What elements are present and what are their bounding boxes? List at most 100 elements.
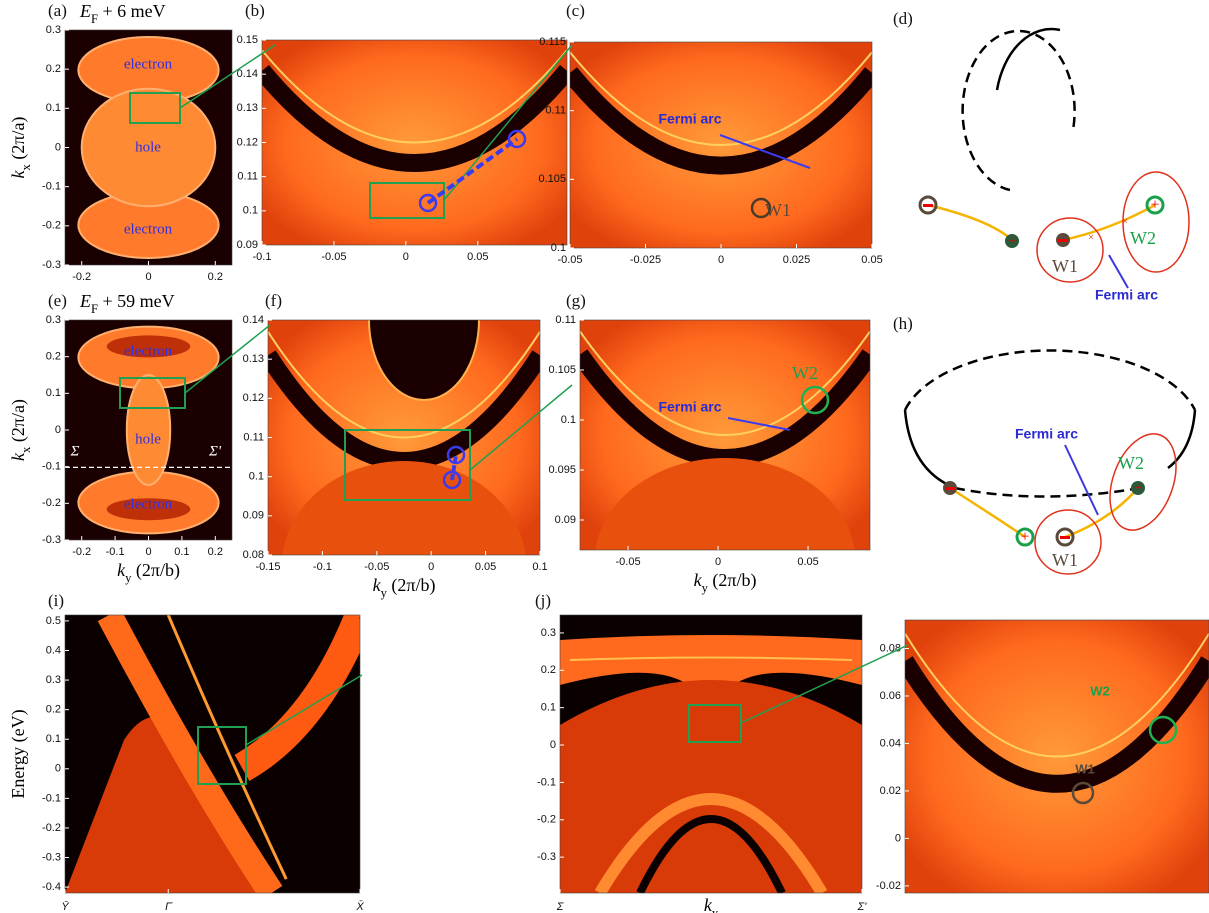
heat: [363, 615, 455, 893]
x-tick-label: 0.2: [208, 271, 223, 283]
panel-label: (e): [48, 291, 67, 310]
y-tick-label: 0.08: [243, 549, 264, 561]
y-axis-label: Energy (eV): [8, 709, 29, 798]
y-tick-label: 0.1: [46, 387, 61, 399]
solid-arc: [905, 410, 955, 488]
cross: ×: [1088, 232, 1094, 244]
annotation: Σ': [208, 443, 222, 459]
x-tick-label: -0.05: [616, 556, 641, 568]
x-tick-label: 0: [145, 546, 151, 558]
y-tick-label: -0.1: [537, 776, 556, 788]
x-tick-label: Σ: [556, 901, 564, 913]
x-tick-label: Ȳ: [61, 901, 69, 913]
dashed-arc: [955, 488, 1140, 497]
y-tick-label: 0.11: [545, 105, 566, 117]
x-tick-label: 0.05: [797, 556, 818, 568]
annotation: Fermi arc: [658, 111, 721, 127]
y-tick-label: 0.115: [539, 36, 566, 48]
plus: +: [1020, 529, 1029, 546]
y-tick-label: 0.14: [243, 314, 264, 326]
minus: [1058, 239, 1068, 242]
x-tick-label: 0.1: [532, 561, 547, 573]
y-tick-label: -0.3: [42, 534, 61, 546]
minus: [945, 487, 955, 490]
heatmap: [65, 615, 455, 893]
y-tick-label: 0: [55, 141, 61, 153]
x-tick-label: -0.1: [106, 546, 125, 558]
y-tick-label: 0.3: [46, 24, 61, 36]
oval: [1098, 425, 1189, 539]
y-tick-label: 0.2: [46, 704, 61, 716]
panel-label: (c): [566, 1, 585, 20]
w-label: W1: [1052, 550, 1078, 570]
annotation: W2: [1090, 683, 1110, 698]
x-tick-label: -0.05: [557, 254, 582, 266]
panel-title-part: + 6 meV: [98, 1, 166, 21]
y-tick-label: -0.1: [42, 792, 61, 804]
x-tick-label: -0.05: [321, 251, 346, 263]
x-tick-label: -0.1: [313, 561, 332, 573]
y-tick-label: 0.105: [548, 364, 576, 376]
y-tick-label: 0.14: [237, 68, 258, 80]
x-tick-label: 0: [428, 561, 434, 573]
diagram-d: (d) + + × × W1 W2 Fermi arc: [893, 9, 1189, 303]
y-tick-label: 0.1: [541, 702, 556, 714]
y-tick-label: 0.1: [551, 242, 566, 254]
y-tick-label: 0.3: [541, 627, 556, 639]
y-axis-label: kx (2π/a): [8, 117, 33, 179]
minus: [1060, 536, 1070, 539]
y-tick-label: 0.13: [243, 353, 264, 365]
panel-label: (h): [893, 314, 913, 333]
x-tick-label: -0.1: [253, 251, 272, 263]
annotation: electron: [124, 56, 173, 72]
y-tick-label: 0: [550, 739, 556, 751]
panel-label: (i): [48, 591, 64, 610]
panel-label: (g): [566, 291, 586, 310]
y-tick-label: 0.11: [243, 431, 264, 443]
y-tick-label: 0.1: [46, 102, 61, 114]
y-tick-label: 0.1: [561, 414, 576, 426]
y-tick-label: 0.2: [541, 664, 556, 676]
y-tick-label: 0.02: [880, 785, 901, 797]
y-tick-label: -0.2: [42, 497, 61, 509]
x-tick-label: -0.025: [630, 254, 661, 266]
x-tick-label: Γ̄: [165, 901, 173, 913]
y-axis-label-part: (2π/a): [8, 117, 29, 165]
plus: +: [1134, 481, 1142, 496]
w-label: W2: [1130, 228, 1156, 248]
panel-title: EF + 59 meV: [79, 291, 175, 316]
plus: +: [1008, 234, 1016, 249]
x-axis-label: ky: [704, 895, 719, 913]
solid-arc: [1168, 410, 1195, 468]
dashed-arc: [905, 350, 1195, 410]
y-tick-label: 0.11: [237, 171, 258, 183]
heatmap: [268, 240, 540, 673]
annotation: W2: [792, 363, 818, 383]
panel-title-part: E: [79, 291, 91, 311]
panel-label: (a): [48, 1, 67, 20]
fermi-arc-label: Fermi arc: [1015, 426, 1078, 442]
x-tick-label: 0.025: [783, 254, 811, 266]
x-tick-label: -0.2: [72, 546, 91, 558]
panel-title: EF + 6 meV: [79, 1, 166, 26]
y-tick-label: -0.3: [537, 851, 556, 863]
solid-arc: [997, 29, 1060, 90]
fermi-arc-label: Fermi arc: [1095, 287, 1158, 303]
annotation: W1: [1075, 761, 1095, 776]
x-tick-label: 0.05: [475, 561, 496, 573]
annotation: electron: [124, 343, 173, 359]
dashed-arc: [963, 31, 1075, 190]
x-tick-label: 0.2: [208, 546, 223, 558]
heatmap: [580, 320, 870, 665]
y-tick-label: 0.2: [46, 63, 61, 75]
y-tick-label: -0.1: [42, 461, 61, 473]
y-tick-label: 0.12: [243, 392, 264, 404]
arc-line: [950, 488, 1025, 537]
annotation: electron: [124, 221, 173, 237]
w-label: W2: [1118, 453, 1144, 473]
x-tick-label: 0: [403, 251, 409, 263]
x-tick-label: 0: [718, 254, 724, 266]
annotation: Fermi arc: [658, 399, 721, 415]
y-tick-label: 0.04: [880, 737, 901, 749]
heat-feature: [127, 375, 170, 485]
